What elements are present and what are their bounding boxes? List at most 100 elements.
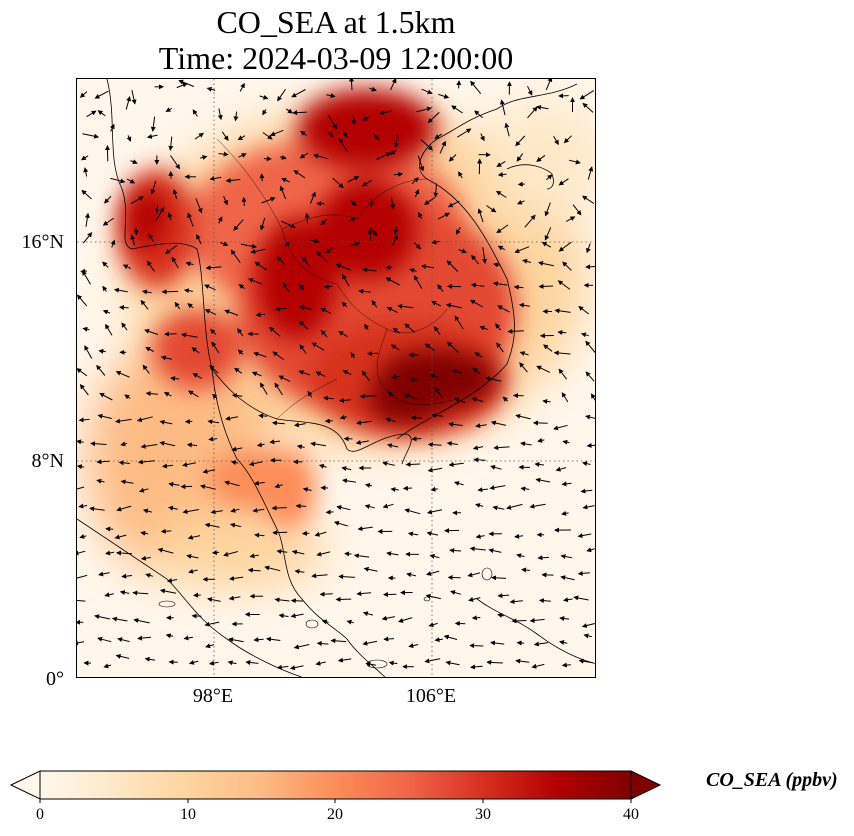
- colorbar-tick-20: 20: [327, 806, 343, 823]
- wind-arrow: [558, 178, 569, 186]
- wind-arrow: [274, 597, 290, 603]
- wind-arrow: [529, 617, 545, 623]
- wind-arrow: [109, 123, 115, 132]
- wind-arrow: [237, 349, 244, 355]
- wind-arrow: [187, 534, 201, 540]
- wind-arrow: [411, 436, 422, 442]
- wind-arrow: [573, 595, 589, 601]
- wind-arrow: [544, 202, 551, 217]
- wind-arrow: [211, 550, 220, 556]
- colorbar-min-extension: [9, 770, 41, 800]
- wind-arrow: [381, 615, 395, 621]
- wind-arrow: [568, 159, 581, 165]
- wind-arrow: [405, 461, 421, 467]
- wind-arrow: [562, 261, 572, 271]
- wind-arrow: [527, 85, 533, 96]
- wind-arrow: [269, 129, 284, 137]
- wind-arrow: [105, 550, 114, 556]
- wind-arrow: [290, 598, 304, 604]
- wind-arrow: [582, 461, 591, 467]
- wind-arrow: [97, 413, 112, 419]
- wind-arrow: [159, 440, 176, 447]
- wind-arrow: [302, 487, 312, 493]
- wind-arrow: [323, 395, 334, 401]
- map-title-line-1: CO_SEA at 1.5km: [216, 4, 456, 40]
- wind-arrow: [144, 329, 159, 335]
- wind-arrow: [161, 289, 179, 295]
- wind-arrow: [284, 241, 291, 247]
- wind-arrow: [237, 135, 246, 141]
- wind-arrow: [259, 94, 269, 100]
- wind-arrow: [446, 441, 458, 447]
- wind-arrow: [78, 503, 88, 509]
- wind-arrow: [486, 659, 503, 665]
- wind-arrow: [514, 246, 530, 254]
- wind-arrow: [361, 267, 377, 273]
- map-title-line-2: Time: 2024-03-09 12:00:00: [158, 40, 514, 76]
- wind-arrow: [145, 347, 155, 352]
- wind-arrow: [520, 486, 530, 492]
- wind-arrow: [259, 173, 265, 182]
- wind-arrow: [339, 414, 348, 420]
- wind-arrow: [237, 328, 244, 337]
- wind-arrow: [458, 248, 467, 254]
- wind-arrow: [438, 93, 450, 99]
- wind-arrow: [110, 177, 126, 184]
- wind-arrow: [274, 382, 283, 396]
- wind-arrow: [348, 241, 361, 247]
- wind-arrow: [559, 640, 568, 645]
- wind-arrow: [404, 508, 421, 515]
- wind-arrow: [289, 665, 304, 671]
- wind-arrow: [560, 554, 572, 560]
- wind-arrow: [577, 533, 592, 539]
- wind-arrow: [391, 374, 400, 380]
- wind-arrow: [227, 660, 237, 666]
- wind-arrow: [454, 481, 464, 486]
- wind-arrow: [355, 439, 369, 445]
- wind-arrow: [468, 597, 481, 602]
- wind-arrow: [192, 109, 198, 117]
- wind-arrow: [350, 352, 356, 359]
- wind-arrow: [572, 204, 582, 216]
- wind-arrow: [427, 111, 440, 124]
- wind-arrow: [121, 322, 128, 331]
- wind-arrow: [429, 373, 438, 379]
- wind-arrow: [362, 115, 370, 121]
- wind-arrow: [311, 342, 325, 351]
- wind-arrow: [230, 460, 239, 466]
- wind-arrow: [225, 178, 241, 183]
- wind-arrow: [256, 442, 265, 448]
- wind-arrow: [342, 274, 350, 287]
- wind-arrow: [431, 300, 441, 307]
- wind-arrow: [248, 461, 263, 467]
- wind-arrow: [515, 413, 531, 420]
- wind-arrow: [372, 132, 379, 141]
- wind-arrow: [279, 154, 287, 160]
- wind-arrow: [84, 212, 90, 227]
- wind-arrow: [132, 590, 149, 596]
- wind-arrow: [293, 422, 306, 428]
- wind-arrow: [557, 329, 567, 335]
- wind-arrow: [517, 181, 525, 187]
- wind-arrow: [315, 660, 326, 666]
- wind-arrow: [470, 664, 483, 670]
- wind-arrow: [496, 160, 506, 168]
- wind-arrow: [518, 302, 530, 308]
- wind-arrow: [426, 531, 439, 537]
- wind-arrow: [228, 595, 241, 601]
- wind-arrow: [188, 659, 199, 665]
- wind-arrow: [272, 530, 288, 536]
- wind-arrow: [527, 106, 538, 119]
- wind-arrow: [79, 91, 88, 98]
- lat-label-8n: 8°N: [31, 450, 64, 472]
- wind-arrow: [220, 241, 229, 247]
- wind-arrow: [429, 553, 440, 559]
- wind-arrow: [521, 567, 530, 573]
- wind-arrow: [79, 534, 87, 539]
- wind-arrow: [424, 658, 441, 664]
- wind-arrow: [499, 99, 506, 116]
- wind-arrow: [393, 226, 399, 235]
- wind-arrow: [299, 283, 305, 291]
- wind-arrow: [80, 155, 89, 161]
- wind-arrow: [470, 80, 482, 95]
